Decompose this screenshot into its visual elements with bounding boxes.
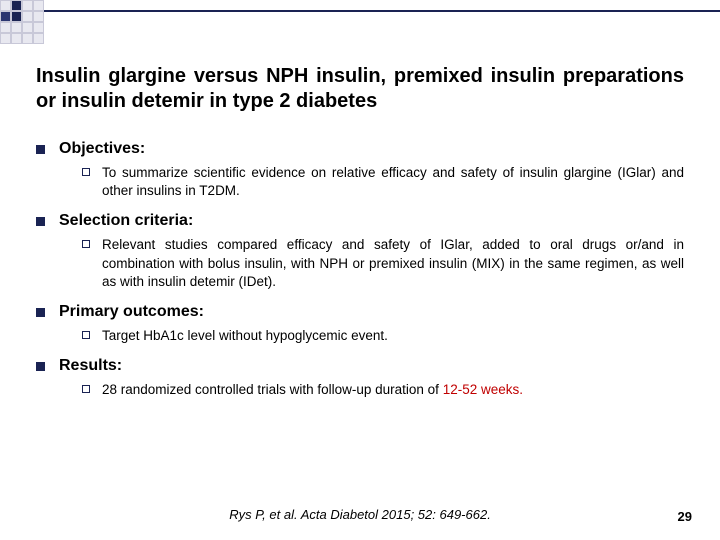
header-rule bbox=[44, 10, 720, 12]
page-number: 29 bbox=[678, 509, 692, 524]
section-body: To summarize scientific evidence on rela… bbox=[102, 164, 684, 200]
section-label: Primary outcomes: bbox=[59, 303, 204, 321]
section-body: Target HbA1c level without hypoglycemic … bbox=[102, 327, 388, 345]
bullet-open-icon bbox=[82, 168, 90, 176]
section-label: Selection criteria: bbox=[59, 212, 193, 230]
section-body: Relevant studies compared efficacy and s… bbox=[102, 236, 684, 291]
bullet-open-icon bbox=[82, 385, 90, 393]
bullet-open-icon bbox=[82, 240, 90, 248]
citation: Rys P, et al. Acta Diabetol 2015; 52: 64… bbox=[0, 507, 720, 522]
bullet-open-icon bbox=[82, 331, 90, 339]
section-results: Results: 28 randomized controlled trials… bbox=[36, 357, 684, 399]
results-highlight: 12-52 weeks. bbox=[443, 382, 523, 397]
section-selection-criteria: Selection criteria: Relevant studies com… bbox=[36, 212, 684, 291]
results-prefix: 28 randomized controlled trials with fol… bbox=[102, 382, 443, 397]
section-primary-outcomes: Primary outcomes: Target HbA1c level wit… bbox=[36, 303, 684, 345]
slide-content: Insulin glargine versus NPH insulin, pre… bbox=[0, 44, 720, 400]
section-objectives: Objectives: To summarize scientific evid… bbox=[36, 140, 684, 200]
corner-grid-icon bbox=[0, 0, 44, 44]
section-label: Objectives: bbox=[59, 140, 145, 158]
slide-header-decoration bbox=[0, 0, 720, 44]
bullet-filled-icon bbox=[36, 308, 45, 317]
bullet-filled-icon bbox=[36, 362, 45, 371]
section-label: Results: bbox=[59, 357, 122, 375]
bullet-filled-icon bbox=[36, 145, 45, 154]
section-body: 28 randomized controlled trials with fol… bbox=[102, 381, 523, 399]
slide-title: Insulin glargine versus NPH insulin, pre… bbox=[36, 64, 684, 114]
bullet-filled-icon bbox=[36, 217, 45, 226]
